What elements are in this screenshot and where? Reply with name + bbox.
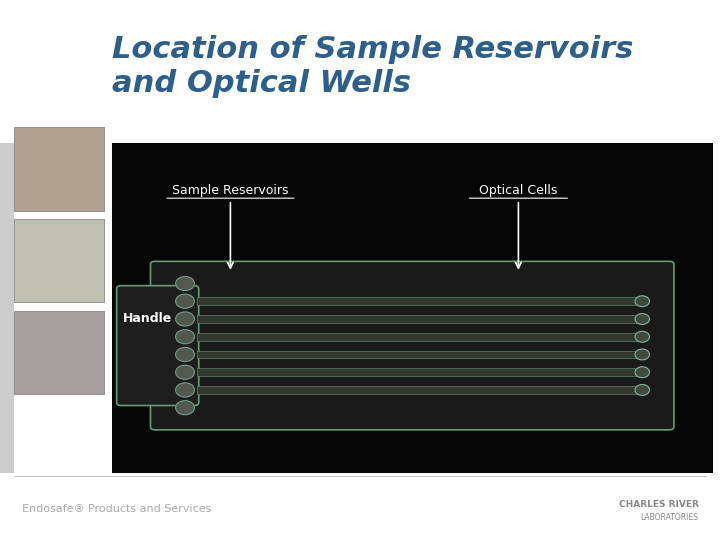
Text: Optical Cells: Optical Cells [480,184,557,197]
Circle shape [635,384,649,395]
Bar [197,368,639,376]
Bar [197,298,639,305]
Text: CHARLES RIVER: CHARLES RIVER [618,501,698,509]
Bar [0,143,14,472]
Circle shape [635,314,649,325]
Text: LABORATORIES: LABORATORIES [641,513,698,522]
FancyBboxPatch shape [117,286,199,406]
Bar [14,310,104,394]
Text: Location of Sample Reservoirs
and Optical Wells: Location of Sample Reservoirs and Optica… [112,35,633,98]
Bar [197,386,639,394]
Text: Sample Reservoirs: Sample Reservoirs [172,184,289,197]
Circle shape [176,276,194,291]
Bar [112,143,713,472]
Text: Endosafe® Products and Services: Endosafe® Products and Services [22,504,211,514]
Circle shape [635,349,649,360]
Text: Handle: Handle [123,312,172,325]
Circle shape [176,401,194,415]
Bar [14,219,104,302]
Circle shape [635,332,649,342]
Bar [197,350,639,358]
Circle shape [176,294,194,308]
FancyBboxPatch shape [150,261,674,430]
Circle shape [176,330,194,344]
Bar [197,315,639,323]
Circle shape [176,383,194,397]
Bar [14,127,104,211]
Circle shape [176,312,194,326]
Circle shape [176,347,194,361]
Circle shape [176,365,194,379]
Circle shape [635,367,649,377]
Bar [197,333,639,341]
Circle shape [635,296,649,307]
